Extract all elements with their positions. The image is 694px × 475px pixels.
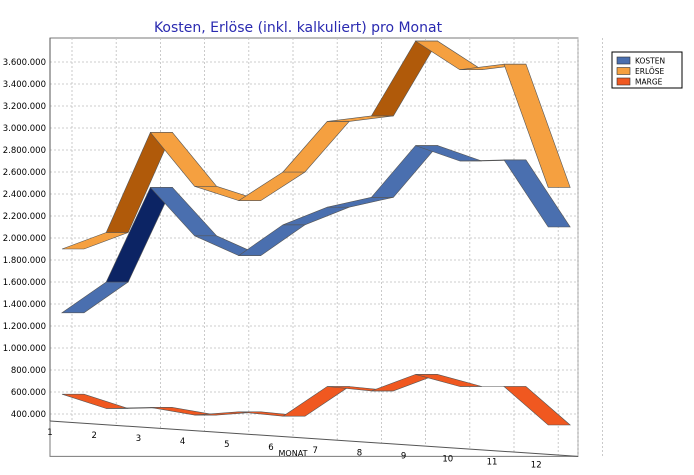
x-tick-label: 6 (268, 443, 273, 453)
x-tick-label: 12 (531, 461, 542, 471)
x-tick-label: 10 (442, 455, 453, 465)
x-tick-label: 5 (224, 440, 229, 450)
x-tick-label: 7 (312, 446, 317, 456)
series-erlöse (61, 40, 571, 250)
legend-swatch (616, 67, 631, 75)
y-tick-label: 1.200.000 (3, 322, 46, 332)
y-tick-label: 3.600.000 (3, 58, 46, 68)
y-tick-label: 2.800.000 (3, 146, 46, 156)
legend-swatch (616, 77, 631, 86)
series-segment (503, 63, 571, 188)
y-tick-label: 3.000.000 (3, 124, 46, 134)
y-tick-label: 1.400.000 (3, 300, 46, 310)
series-segment (503, 386, 572, 426)
legend-label: KOSTEN (635, 57, 665, 66)
y-tick-label: 2.400.000 (3, 190, 46, 200)
y-tick-label: 2.600.000 (3, 168, 46, 178)
series-marge (61, 374, 572, 426)
y-tick-label: 800.000 (11, 366, 46, 376)
series-segment (503, 159, 571, 228)
y-tick-label: 2.000.000 (3, 234, 46, 244)
y-tick-label: 400.000 (11, 410, 46, 420)
y-tick-label: 2.200.000 (3, 212, 46, 222)
x-axis-line (49, 420, 579, 457)
x-tick-label: 11 (487, 458, 498, 468)
y-tick-label: 1.000.000 (3, 344, 46, 354)
y-tick-label: 1.800.000 (3, 256, 46, 266)
series-kosten (61, 145, 571, 314)
legend-label: ERLÖSE (635, 67, 665, 76)
x-tick-label: 3 (136, 434, 141, 444)
x-tick-label: 9 (401, 452, 406, 462)
x-tick-label: 8 (357, 449, 362, 459)
series-layer (61, 40, 572, 426)
x-tick-label: 1 (47, 428, 52, 438)
y-tick-label: 600.000 (11, 388, 46, 398)
x-tick-label: 2 (91, 431, 96, 441)
x-axis: 1 2 3 4 5 6 7 8 9 10 11 12 (47, 420, 579, 471)
x-tick-label: 4 (180, 437, 185, 447)
y-tick-label: 3.200.000 (3, 102, 46, 112)
legend-label: MARGE (635, 78, 663, 87)
y-tick-label: 3.400.000 (3, 80, 46, 90)
y-tick-label: 1.600.000 (3, 278, 46, 288)
chart-title: Kosten, Erlöse (inkl. kalkuliert) pro Mo… (154, 20, 443, 36)
y-axis: 400.000 600.000 800.000 1.000.000 1.200.000 1… (3, 38, 51, 421)
legend-swatch (616, 56, 631, 65)
x-axis-label: MONAT (279, 449, 308, 458)
